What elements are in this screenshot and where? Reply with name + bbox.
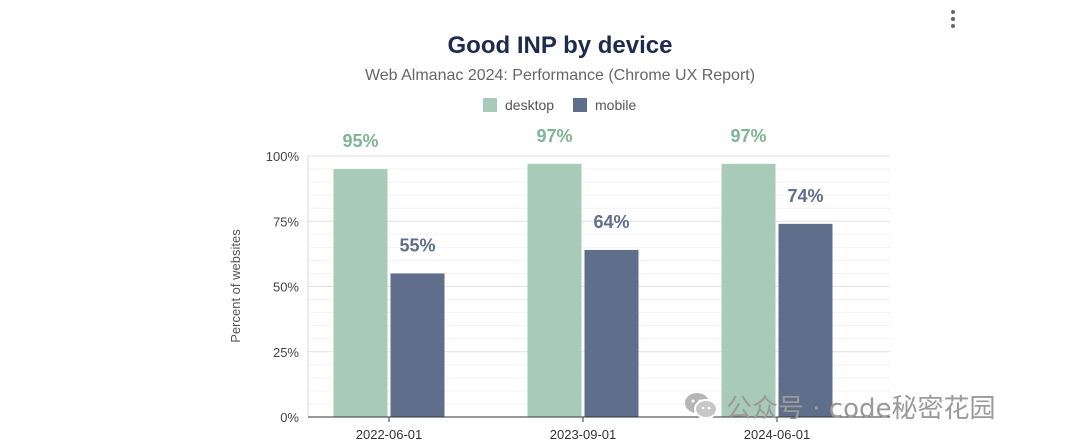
data-label-mobile: 55% <box>399 235 435 255</box>
legend[interactable]: desktop mobile <box>483 97 636 113</box>
watermark: 公众号 · code秘密花园 <box>684 388 996 424</box>
bar-desktop[interactable] <box>527 163 582 417</box>
x-axis: 2022-06-01 2023-09-01 2024-06-01 <box>308 416 890 442</box>
chart-subtitle: Web Almanac 2024: Performance (Chrome UX… <box>365 67 755 84</box>
y-tick-label: 25% <box>273 345 299 360</box>
legend-swatch-mobile[interactable] <box>573 98 587 112</box>
wechat-icon <box>685 393 718 419</box>
legend-label-mobile[interactable]: mobile <box>595 97 636 113</box>
y-tick-label: 100% <box>266 149 300 164</box>
y-tick-label: 50% <box>273 280 299 295</box>
y-axis-label: Percent of websites <box>228 229 243 343</box>
x-tick-label: 2023-09-01 <box>550 427 617 442</box>
data-label-desktop: 95% <box>342 131 378 151</box>
bars[interactable]: 95% 55% 97% 64% 97% 74% <box>333 126 833 417</box>
legend-label-desktop[interactable]: desktop <box>505 97 554 113</box>
x-tick-label: 2022-06-01 <box>356 427 423 442</box>
bar-mobile[interactable] <box>390 273 445 417</box>
bar-mobile[interactable] <box>584 249 639 417</box>
data-label-desktop: 97% <box>536 126 572 146</box>
bar-desktop[interactable] <box>721 163 776 417</box>
x-tick-label: 2024-06-01 <box>744 427 811 442</box>
data-label-mobile: 64% <box>593 212 629 232</box>
more-vertical-icon[interactable] <box>946 10 960 30</box>
legend-swatch-desktop[interactable] <box>483 98 497 112</box>
watermark-text: 公众号 · code秘密花园 <box>726 393 996 424</box>
y-tick-label: 75% <box>273 214 299 229</box>
bar-desktop[interactable] <box>333 169 388 417</box>
chart-title: Good INP by device <box>448 32 673 59</box>
y-axis: 0% 25% 50% 75% 100% <box>266 149 309 425</box>
bar-mobile[interactable] <box>778 223 833 417</box>
data-label-desktop: 97% <box>730 126 766 146</box>
data-label-mobile: 74% <box>787 186 823 206</box>
y-tick-label: 0% <box>280 410 299 425</box>
